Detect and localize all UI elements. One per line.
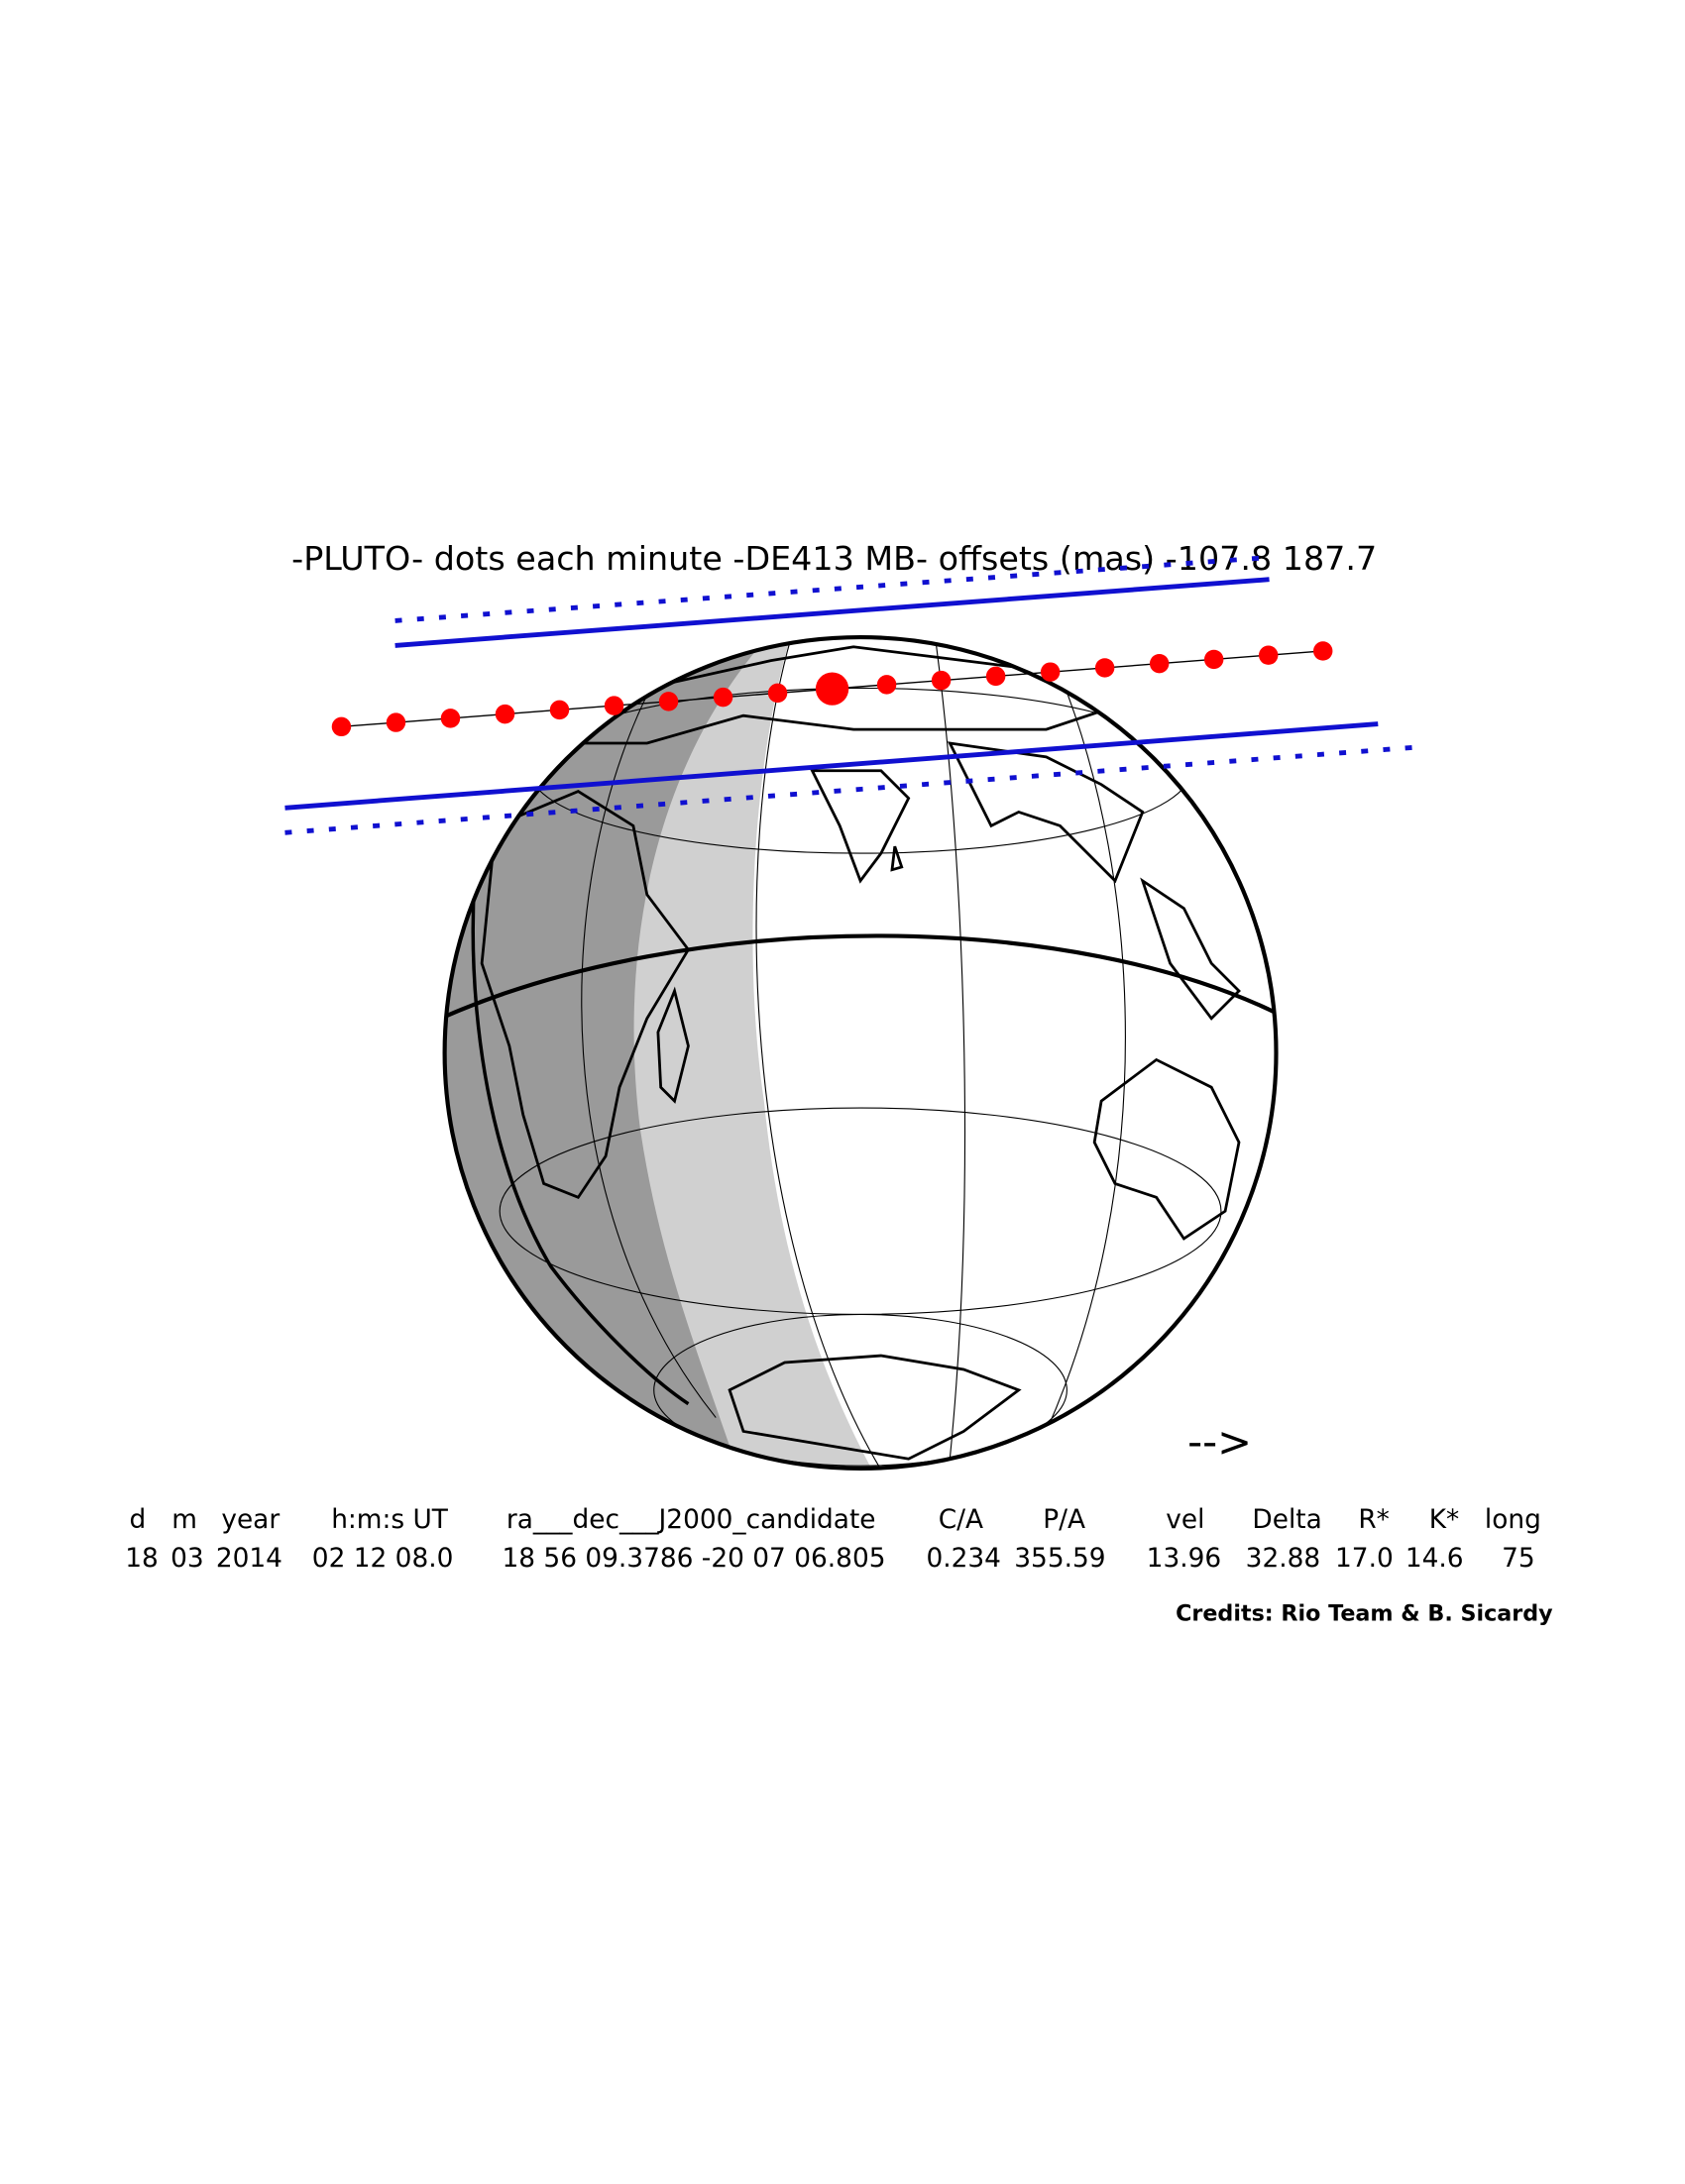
table-cell: 355.59 [1014,1544,1105,1574]
minute-dot [495,704,515,724]
minute-dot [331,716,352,737]
minute-dots [331,641,1333,737]
minute-dot [386,712,406,732]
minute-dot [1313,641,1333,661]
direction-arrow: --> [1187,1417,1252,1466]
table-cell: 32.88 [1246,1544,1321,1574]
table-cell: 13.96 [1147,1544,1222,1574]
minute-dot [876,675,897,695]
table-cell: 0.234 [926,1544,1001,1574]
table-header: m [171,1505,197,1535]
minute-dot [985,666,1006,687]
event-table: d m year h:m:s UT ra___dec___J2000_candidate… [125,1505,1541,1574]
table-header: Delta [1252,1505,1321,1535]
minute-dot [1258,645,1279,665]
table-cell: 18 [125,1544,159,1574]
minute-dot [713,687,733,708]
table-header: vel [1166,1505,1204,1535]
minute-dot [767,683,788,704]
table-cell: 02 12 08.0 [312,1544,454,1574]
minute-dot [1040,662,1061,682]
table-cell: 2014 [216,1544,282,1574]
table-header: P/A [1043,1505,1085,1535]
minute-dot [658,692,679,711]
table-cell: 14.6 [1405,1544,1464,1574]
table-header: d [130,1505,147,1535]
minute-dot [440,709,461,728]
minute-dot [931,670,952,691]
minute-dot [604,696,624,715]
table-header: ra___dec___J2000_candidate [506,1505,876,1535]
globe [444,637,1277,1469]
table-header: year [221,1505,280,1535]
table-cell: 75 [1502,1544,1535,1574]
globe-outline [442,634,1279,1472]
table-header: K* [1429,1505,1459,1535]
table-cell: 03 [170,1544,204,1574]
table-header: C/A [939,1505,983,1535]
shadow-limits [284,555,1415,835]
table-header: h:m:s UT [331,1505,449,1535]
table-cell: 17.0 [1335,1544,1394,1574]
minute-dot [549,700,570,720]
table-header: R* [1358,1505,1390,1535]
closest-approach-dot [815,672,849,706]
table-cell: 18 56 09.3786 -20 07 06.805 [502,1544,885,1574]
minute-dot [1094,658,1115,678]
table-header: long [1485,1505,1541,1535]
minute-dot [1203,649,1224,670]
minute-dot [1149,653,1170,674]
credits: Credits: Rio Team & B. Sicardy [1176,1601,1553,1627]
map-title: -PLUTO- dots each minute -DE413 MB- offs… [291,539,1377,578]
